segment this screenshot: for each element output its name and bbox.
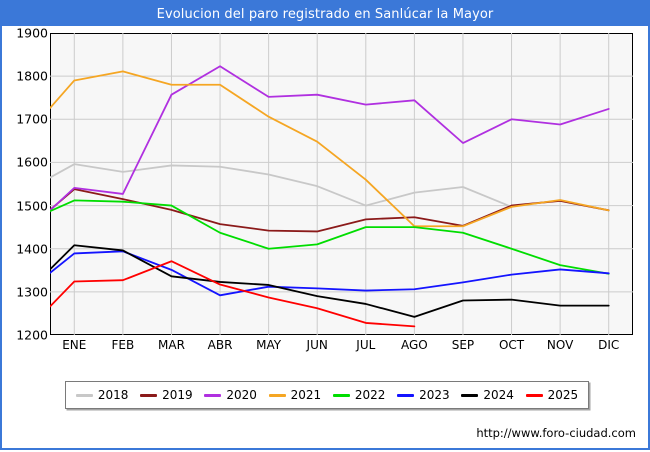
y-axis-tick-label: 1400 [16, 241, 48, 257]
plot-background [50, 33, 633, 335]
legend-label: 2021 [290, 388, 322, 402]
gridlines [50, 33, 633, 335]
legend-item-2018[interactable]: 2018 [75, 388, 129, 402]
x-axis-tick-label: MAY [256, 338, 282, 352]
legend-label: 2019 [162, 388, 193, 402]
page-title: Evolucion del paro registrado en Sanlúca… [156, 6, 494, 22]
y-axis-tick-label: 1600 [16, 154, 48, 170]
legend-item-2022[interactable]: 2022 [332, 388, 386, 402]
legend-swatch-icon [140, 393, 158, 397]
legend-label: 2025 [547, 388, 579, 402]
x-axis-tick-label: SEP [451, 338, 475, 352]
x-axis-tick-label: DIC [598, 338, 620, 352]
x-axis-tick-label: JUL [356, 338, 376, 352]
y-axis-tick-label: 1300 [16, 284, 48, 300]
x-axis-tick-label: ENE [62, 338, 87, 352]
legend-item-2023[interactable]: 2023 [397, 388, 450, 402]
legend-swatch-icon [268, 393, 286, 397]
series-2019 [50, 188, 610, 233]
x-axis-tick-label: OCT [498, 338, 525, 352]
series-2022 [50, 199, 610, 275]
legend-swatch-icon [525, 393, 543, 397]
source-url: http://www.foro-ciudad.com [476, 426, 636, 440]
x-axis-tick-label: NOV [546, 338, 574, 352]
legend-swatch-icon [332, 393, 350, 397]
x-axis-tick-label: AGO [401, 338, 428, 352]
x-axis-tick-label: JUN [306, 338, 328, 352]
x-axis-tick-label: FEB [111, 338, 135, 352]
x-axis-tick-label: MAR [158, 338, 185, 352]
legend-label: 2022 [354, 388, 386, 402]
legend-item-2020[interactable]: 2020 [204, 388, 257, 402]
chart-legend: 2018 2019 2020 2021 2022 2023 2024 2025 [65, 381, 589, 409]
window-title-bar: Evolucion del paro registrado en Sanlúca… [2, 2, 648, 26]
y-axis: 1200 1300 1400 1500 1600 1700 1800 1900 [2, 2, 48, 452]
legend-label: 2020 [226, 388, 257, 402]
legend-label: 2023 [419, 388, 450, 402]
series-2020 [50, 65, 610, 212]
chart-canvas [50, 33, 633, 335]
legend-label: 2018 [97, 388, 129, 402]
x-axis-tick-label: ABR [207, 338, 233, 352]
series-2018 [50, 163, 513, 208]
legend-item-2019[interactable]: 2019 [140, 388, 193, 402]
legend-item-2025[interactable]: 2025 [525, 388, 579, 402]
series-2025 [50, 260, 416, 328]
legend-swatch-icon [204, 393, 222, 397]
legend-item-2021[interactable]: 2021 [268, 388, 322, 402]
legend-swatch-icon [75, 393, 93, 397]
series-2024 [50, 244, 610, 318]
legend-swatch-icon [461, 393, 479, 397]
legend-swatch-icon [397, 393, 415, 397]
plot-area [50, 33, 633, 335]
y-axis-tick-label: 1900 [16, 25, 48, 41]
y-axis-tick-label: 1700 [16, 111, 48, 127]
legend-item-2024[interactable]: 2024 [461, 388, 514, 402]
legend-label: 2024 [483, 388, 514, 402]
y-axis-tick-label: 1200 [16, 327, 48, 343]
y-axis-tick-label: 1800 [16, 68, 48, 84]
y-axis-tick-label: 1500 [16, 198, 48, 214]
series-2021 [50, 70, 610, 228]
series-2023 [50, 250, 610, 297]
